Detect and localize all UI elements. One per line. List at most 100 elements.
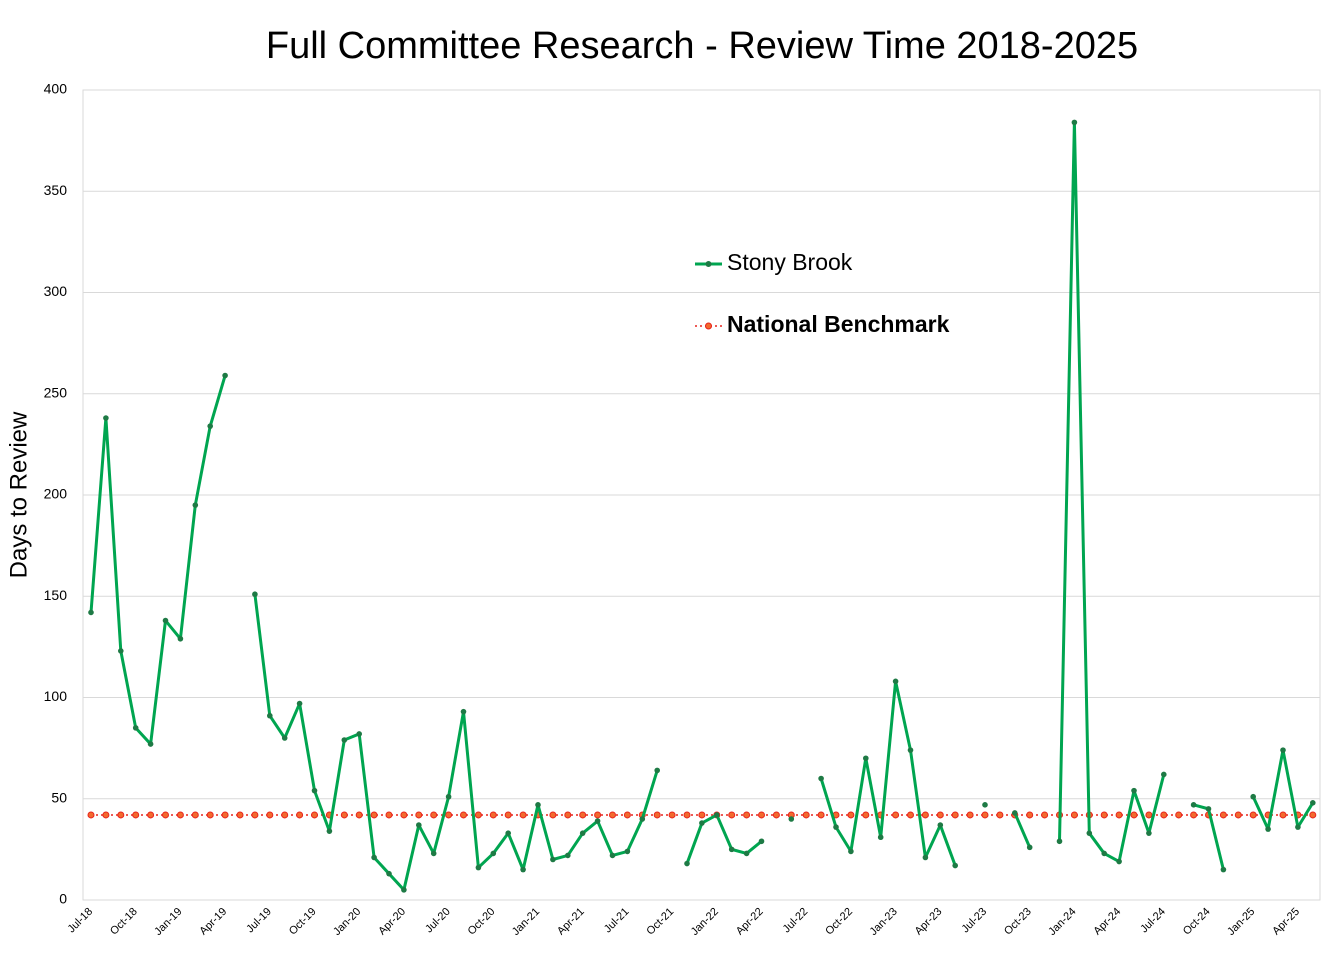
data-point (1012, 810, 1018, 816)
data-point (550, 856, 556, 863)
data-point (252, 591, 258, 598)
x-tick-label: Apr-23 (913, 906, 945, 938)
data-point (162, 811, 169, 819)
data-point (623, 811, 631, 819)
data-point (877, 834, 884, 841)
x-tick-label: Apr-24 (1091, 906, 1123, 938)
x-tick-label: Jan-23 (868, 906, 900, 938)
data-point (415, 811, 423, 819)
data-point (386, 870, 392, 877)
data-point (222, 372, 228, 379)
data-point (490, 850, 497, 857)
y-tick-label: 0 (59, 891, 67, 907)
data-point (504, 811, 512, 819)
data-point (1280, 747, 1286, 753)
data-point (1279, 811, 1287, 819)
data-point (1100, 811, 1108, 819)
data-point (176, 811, 184, 819)
data-point (788, 816, 795, 822)
data-point (177, 635, 184, 642)
data-point (475, 864, 482, 871)
x-tick-label: Jul-18 (65, 906, 95, 936)
x-tick-label: Jan-22 (689, 906, 721, 938)
data-point (1190, 802, 1197, 808)
data-point (1131, 787, 1137, 794)
data-point (892, 811, 900, 819)
data-point (609, 811, 616, 819)
data-point (311, 811, 318, 819)
x-tick-label: Oct-24 (1181, 906, 1213, 938)
y-tick-label: 400 (44, 81, 68, 97)
data-point (535, 802, 541, 808)
x-tick-label: Apr-19 (197, 906, 229, 938)
y-axis-label: Days to Review (5, 411, 32, 578)
data-point (892, 678, 899, 685)
data-point (817, 811, 825, 819)
data-point (103, 415, 109, 421)
data-point (267, 712, 273, 719)
data-point (445, 811, 453, 819)
data-point (1056, 838, 1063, 845)
x-tick-label: Oct-22 (823, 906, 855, 938)
data-point (818, 775, 824, 782)
data-point (1026, 844, 1033, 851)
x-tick-label: Jul-20 (423, 906, 453, 936)
x-tick-label: Oct-19 (287, 906, 319, 938)
data-point (639, 816, 646, 822)
data-point (117, 811, 125, 819)
legend-label: National Benchmark (727, 311, 950, 337)
data-point (996, 811, 1004, 819)
data-point (430, 811, 438, 819)
data-point (356, 731, 363, 737)
data-point (743, 811, 751, 819)
data-point (594, 818, 601, 824)
data-point (624, 848, 631, 855)
data-point (311, 787, 318, 794)
y-tick-label: 250 (44, 384, 68, 400)
data-point (401, 887, 407, 893)
data-point (102, 811, 110, 819)
data-point (847, 811, 855, 819)
data-point (863, 755, 869, 762)
data-point (1161, 771, 1167, 778)
data-point (728, 811, 736, 819)
data-point (982, 802, 988, 808)
data-point (266, 811, 274, 819)
x-tick-label: Apr-21 (555, 906, 587, 938)
x-tick-label: Jan-25 (1225, 906, 1257, 938)
data-point (698, 811, 706, 819)
data-point (281, 735, 288, 741)
data-point (191, 811, 199, 819)
data-point (147, 811, 155, 819)
x-tick-label: Oct-23 (1002, 906, 1034, 938)
data-point (1086, 830, 1093, 836)
data-point (162, 617, 169, 624)
data-point (564, 811, 572, 819)
data-point (699, 820, 705, 826)
data-point (296, 811, 304, 819)
data-point (1130, 811, 1138, 819)
data-point (460, 811, 467, 819)
x-tick-label: Jan-20 (331, 906, 363, 938)
data-point (1145, 811, 1153, 819)
data-point (579, 811, 587, 819)
data-point (743, 850, 750, 857)
data-point (474, 811, 482, 819)
data-point (236, 811, 244, 819)
data-point (1309, 811, 1317, 819)
data-point (132, 725, 139, 731)
x-tick-label: Jul-23 (959, 906, 989, 936)
data-point (922, 854, 929, 861)
data-point (1249, 811, 1257, 819)
y-tick-label: 200 (44, 486, 68, 502)
data-point (937, 822, 944, 828)
data-point (296, 700, 303, 707)
data-point (370, 811, 378, 819)
x-tick-label: Jul-22 (781, 906, 811, 936)
data-point (416, 822, 422, 828)
data-point (505, 830, 512, 836)
data-point (460, 708, 467, 715)
x-tick-label: Jan-19 (152, 906, 184, 938)
data-point (1116, 858, 1122, 865)
x-tick-label: Apr-25 (1270, 906, 1302, 938)
